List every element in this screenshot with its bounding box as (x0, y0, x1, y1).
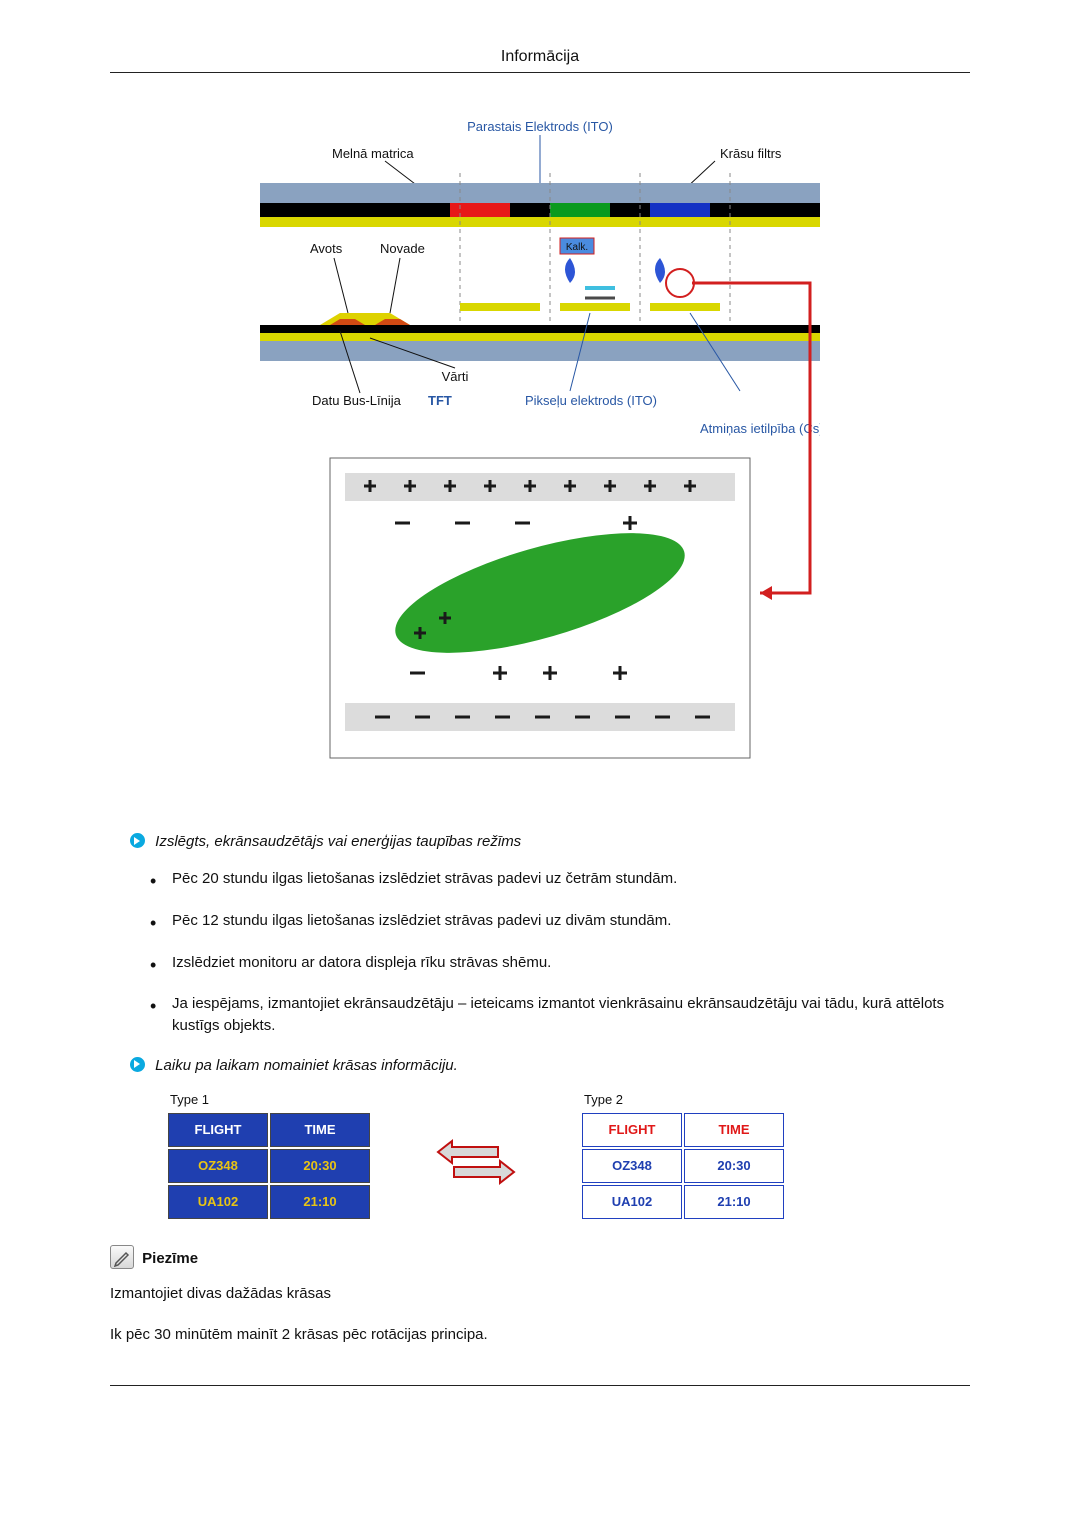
label-drain: Novade (380, 241, 425, 256)
label-kalk: Kalk. (566, 242, 588, 253)
table-cell: 21:10 (270, 1185, 370, 1219)
table-header-cell: FLIGHT (168, 1113, 268, 1147)
section-power-heading-text: Izslēgts, ekrānsaudzētājs vai enerģijas … (155, 833, 521, 850)
arrow-bullet-icon (130, 1057, 145, 1072)
color-swap-diagram: Type 1 FLIGHTTIMEOZ34820:30UA10221:10 Ty… (166, 1092, 786, 1221)
section-colors-heading-text: Laiku pa laikam nomainiet krāsas informā… (155, 1057, 458, 1074)
label-source: Avots (310, 241, 343, 256)
tft-cross-section-diagram: Parastais Elektrods (ITO) Melnā matrica … (260, 113, 820, 763)
type2-label: Type 2 (580, 1092, 786, 1107)
section-colors-heading: Laiku pa laikam nomainiet krāsas informā… (130, 1057, 970, 1074)
note-line-2: Ik pēc 30 minūtēm mainīt 2 krāsas pēc ro… (110, 1324, 970, 1345)
type2-table: FLIGHTTIMEOZ34820:30UA10221:10 (580, 1111, 786, 1221)
label-tft: TFT (428, 393, 452, 408)
pencil-icon (110, 1245, 134, 1269)
table-cell: 21:10 (684, 1185, 784, 1219)
table-cell: 20:30 (270, 1149, 370, 1183)
note-heading: Piezīme (110, 1245, 970, 1269)
table-cell: 20:30 (684, 1149, 784, 1183)
label-common-electrode: Parastais Elektrods (ITO) (467, 119, 613, 134)
table-cell: UA102 (168, 1185, 268, 1219)
note-title-text: Piezīme (142, 1250, 198, 1267)
label-black-matrix: Melnā matrica (332, 146, 414, 161)
table-cell: UA102 (582, 1185, 682, 1219)
page-title: Informācija (110, 48, 970, 66)
type1-table: FLIGHTTIMEOZ34820:30UA10221:10 (166, 1111, 372, 1221)
list-item: Ja iespējams, izmantojiet ekrānsaudzētāj… (150, 993, 970, 1037)
footer-rule (110, 1385, 970, 1386)
table-header-cell: FLIGHT (582, 1113, 682, 1147)
section-power-heading: Izslēgts, ekrānsaudzētājs vai enerģijas … (130, 833, 970, 850)
list-item: Pēc 20 stundu ilgas lietošanas izslēdzie… (150, 868, 970, 890)
header-rule (110, 72, 970, 73)
list-item: Pēc 12 stundu ilgas lietošanas izslēdzie… (150, 910, 970, 932)
table-cell: OZ348 (168, 1149, 268, 1183)
note-line-1: Izmantojiet divas dažādas krāsas (110, 1283, 970, 1304)
label-color-filter: Krāsu filtrs (720, 146, 782, 161)
swap-arrows-icon (431, 1137, 521, 1221)
table-header-cell: TIME (684, 1113, 784, 1147)
label-pixel-electrode: Pikseļu elektrods (ITO) (525, 393, 657, 408)
power-tips-list: Pēc 20 stundu ilgas lietošanas izslēdzie… (150, 868, 970, 1037)
table-header-cell: TIME (270, 1113, 370, 1147)
label-data-bus: Datu Bus-Līnija (312, 393, 402, 408)
list-item: Izslēdziet monitoru ar datora displeja r… (150, 952, 970, 974)
type1-label: Type 1 (166, 1092, 372, 1107)
label-gate: Vārti (442, 369, 469, 384)
table-cell: OZ348 (582, 1149, 682, 1183)
arrow-bullet-icon (130, 833, 145, 848)
label-storage-cap: Atmiņas ietilpība (Cs) (700, 421, 820, 436)
